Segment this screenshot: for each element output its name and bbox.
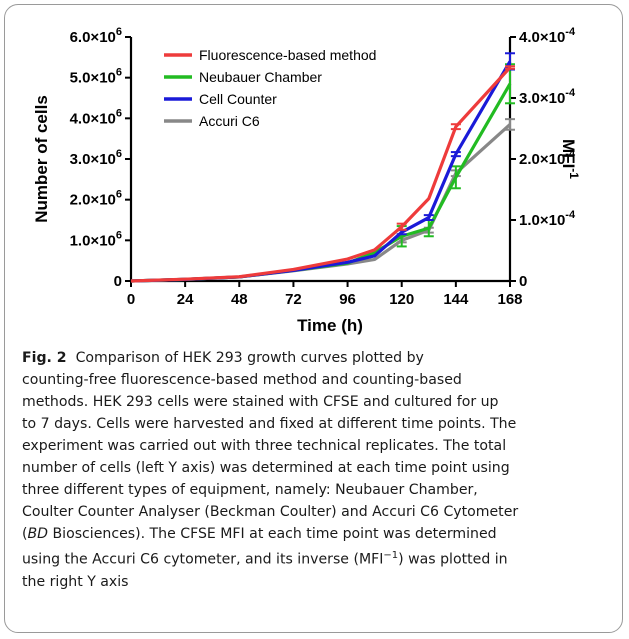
legend-label: Accuri C6 [199,113,260,129]
y-tick-label: 4.0×106 [70,107,122,127]
series-0 [130,65,515,283]
caption-bd: BD [27,526,49,542]
caption-line-4: to 7 days. Cells were harvested and fixe… [22,416,517,432]
caption-label: Fig. 2 [22,350,67,366]
x-tick-label: 72 [285,291,302,308]
legend-item: Neubauer Chamber [164,69,322,85]
series-line [130,82,512,283]
caption-line-1: Comparison of HEK 293 growth curves plot… [75,350,424,366]
series-1 [130,63,515,283]
legend-label: Neubauer Chamber [199,69,322,85]
series-line [130,123,512,283]
caption-line-10: using the Accuri C6 cytometer, and its i… [22,551,384,568]
y-tick-label: 5.0×106 [70,67,122,87]
legend-label: Fluorescence-based method [199,47,376,63]
legend-item: Cell Counter [164,91,277,107]
caption-paren-open: ( [22,526,28,542]
y-tick-label: 2.0×106 [70,189,122,209]
caption-line-3: methods. HEK 293 cells were stained with… [22,394,499,410]
x-tick-label: 168 [497,291,522,308]
caption-line-7: three different types of equipment, name… [22,482,478,498]
x-tick-label: 24 [177,291,194,308]
y2-tick-label: 4.0×10-4 [519,26,576,46]
caption-line-9: Biosciences). The CFSE MFI at each time … [48,526,497,542]
y2-tick-label: 0 [519,273,527,290]
y-tick-label: 0 [114,273,122,290]
y-axis-title: Number of cells [32,95,51,223]
figure-frame [4,4,623,633]
y-tick-label: 1.0×106 [70,229,122,249]
y2-tick-label: 2.0×10-4 [519,148,576,168]
series-line [130,66,512,283]
x-tick-label: 144 [443,291,469,308]
y-tick-label: 6.0×106 [70,26,122,46]
caption-line-2: counting-free fluorescence-based method … [22,372,462,388]
y-tick-label: 3.0×106 [70,148,122,168]
caption-line-11: the right Y axis [22,573,129,590]
x-tick-label: 0 [127,291,135,308]
x-axis-title: Time (h) [297,316,363,335]
x-tick-label: 48 [231,291,248,308]
x-tick-label: 120 [389,291,414,308]
caption-line-6: number of cells (left Y axis) was determ… [22,460,510,476]
y2-tick-label: 3.0×10-4 [519,87,576,107]
caption-line-10b: ) was plotted in [398,551,508,568]
y2-axis-title: MFI-1 [559,139,581,179]
caption-superscript: −1 [383,550,399,561]
series-3 [130,118,515,283]
caption-line-5: experiment was carried out with three te… [22,438,507,454]
caption-line-8: Coulter Counter Analyser (Beckman Coulte… [22,504,519,520]
legend-item: Accuri C6 [164,113,260,129]
figure-caption: Fig. 2 Comparison of HEK 293 growth curv… [22,347,612,593]
legend-label: Cell Counter [199,91,277,107]
x-tick-label: 96 [339,291,356,308]
growth-curve-chart: 0 1.0×106 2.0×106 3.0×106 4.0×106 5.0×106 6.0×… [32,26,581,335]
y2-tick-label: 1.0×10-4 [519,209,576,229]
legend-item: Fluorescence-based method [164,47,376,63]
